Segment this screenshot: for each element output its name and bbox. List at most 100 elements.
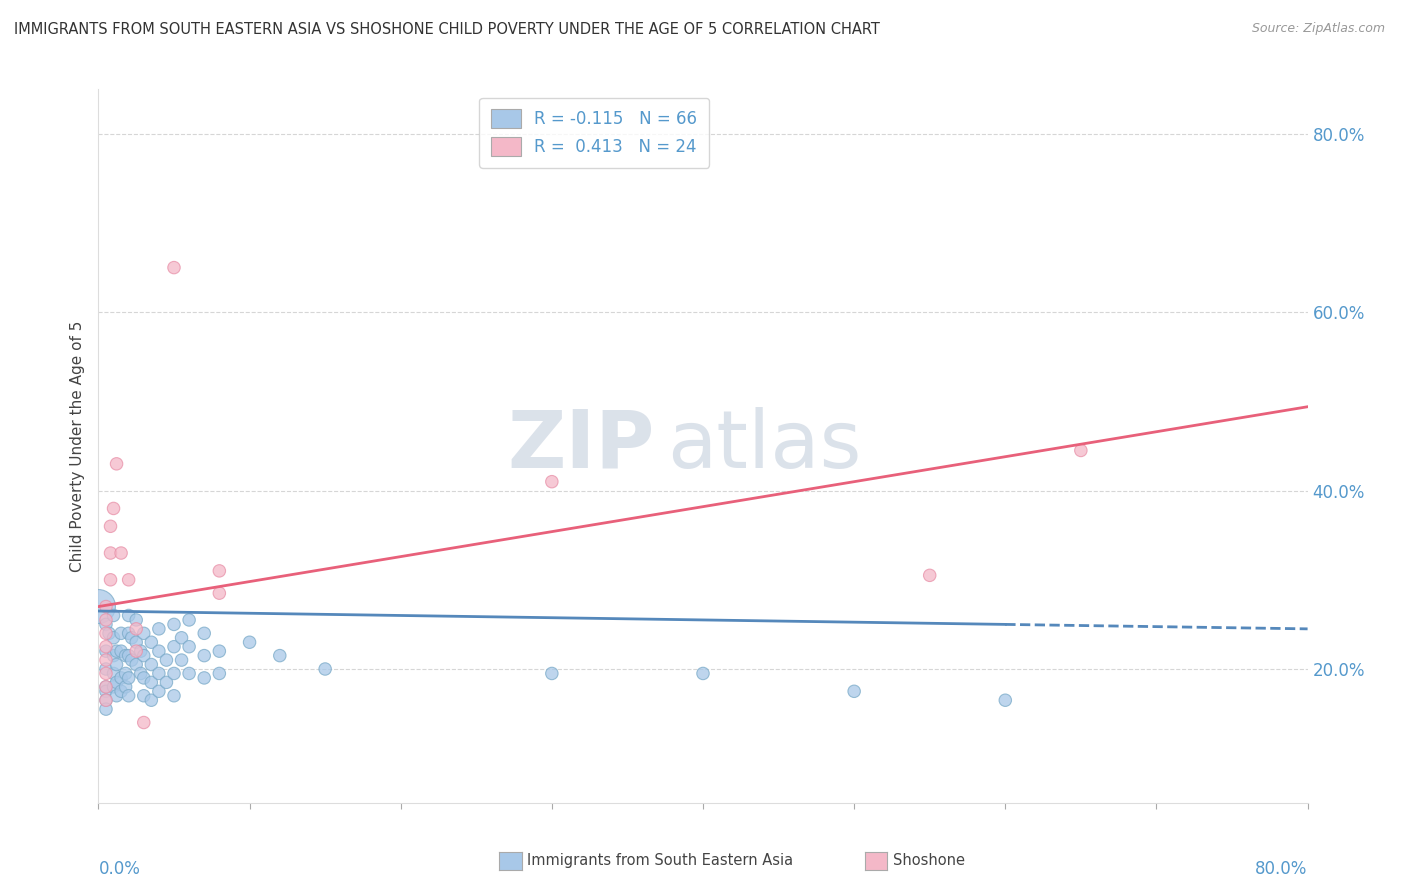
Point <box>177 640 201 654</box>
Point <box>193 671 215 685</box>
Point <box>918 568 941 582</box>
Point <box>163 689 186 703</box>
Point <box>132 626 155 640</box>
Point <box>118 626 141 640</box>
Point <box>170 653 193 667</box>
Point <box>125 657 148 672</box>
Text: Shoshone: Shoshone <box>893 854 965 868</box>
Point <box>155 653 177 667</box>
Point <box>94 653 117 667</box>
Point <box>163 666 186 681</box>
Point <box>114 666 136 681</box>
Point <box>110 671 132 685</box>
Point <box>239 635 262 649</box>
Point <box>114 648 136 663</box>
Point <box>114 680 136 694</box>
Point <box>844 684 866 698</box>
Point <box>105 675 128 690</box>
Y-axis label: Child Poverty Under the Age of 5: Child Poverty Under the Age of 5 <box>69 320 84 572</box>
Point <box>148 666 170 681</box>
Point <box>118 671 141 685</box>
Point <box>163 260 186 275</box>
Point <box>94 644 117 658</box>
Point <box>121 653 143 667</box>
Point <box>129 644 152 658</box>
Point <box>94 640 117 654</box>
Point <box>177 666 201 681</box>
Point <box>155 675 177 690</box>
Point <box>141 635 163 649</box>
Point <box>98 626 121 640</box>
Text: Immigrants from South Eastern Asia: Immigrants from South Eastern Asia <box>527 854 793 868</box>
Point <box>177 613 201 627</box>
Point <box>94 693 117 707</box>
Point <box>692 666 714 681</box>
Point <box>193 626 215 640</box>
Point <box>125 613 148 627</box>
Point <box>105 689 128 703</box>
Point <box>103 648 125 663</box>
Point <box>132 715 155 730</box>
Point <box>121 631 143 645</box>
Point <box>148 644 170 658</box>
Point <box>94 693 117 707</box>
Point <box>208 644 231 658</box>
Point <box>94 626 117 640</box>
Point <box>118 608 141 623</box>
Point <box>118 689 141 703</box>
Point <box>208 564 231 578</box>
Point <box>148 622 170 636</box>
Point <box>208 666 231 681</box>
Point <box>132 689 155 703</box>
Point <box>110 684 132 698</box>
Point <box>132 671 155 685</box>
Point <box>100 573 122 587</box>
Point <box>141 657 163 672</box>
Point <box>170 631 193 645</box>
Text: 80.0%: 80.0% <box>1256 860 1308 878</box>
Point <box>163 617 186 632</box>
Point <box>100 519 122 533</box>
Point <box>103 666 125 681</box>
Point <box>129 666 152 681</box>
Point <box>94 617 117 632</box>
Point <box>103 608 125 623</box>
Point <box>163 640 186 654</box>
Point <box>118 573 141 587</box>
Point <box>125 622 148 636</box>
Point <box>87 599 110 614</box>
Point <box>100 546 122 560</box>
Point <box>103 501 125 516</box>
Point <box>103 631 125 645</box>
Point <box>148 684 170 698</box>
Point <box>110 626 132 640</box>
Point <box>94 680 117 694</box>
Point <box>1070 443 1092 458</box>
Point <box>540 475 562 489</box>
Text: ZIP: ZIP <box>508 407 655 485</box>
Point <box>94 662 117 676</box>
Point <box>94 666 117 681</box>
Point <box>105 657 128 672</box>
Point <box>94 702 117 716</box>
Point <box>118 648 141 663</box>
Legend: R = -0.115   N = 66, R =  0.413   N = 24: R = -0.115 N = 66, R = 0.413 N = 24 <box>479 97 709 168</box>
Text: atlas: atlas <box>666 407 860 485</box>
Point <box>103 680 125 694</box>
Point <box>94 613 117 627</box>
Point <box>314 662 336 676</box>
Point <box>110 546 132 560</box>
Point <box>125 635 148 649</box>
Point <box>105 457 128 471</box>
Point <box>540 666 562 681</box>
Point <box>193 648 215 663</box>
Text: IMMIGRANTS FROM SOUTH EASTERN ASIA VS SHOSHONE CHILD POVERTY UNDER THE AGE OF 5 : IMMIGRANTS FROM SOUTH EASTERN ASIA VS SH… <box>14 22 880 37</box>
Point <box>269 648 291 663</box>
Point <box>994 693 1017 707</box>
Point <box>110 644 132 658</box>
Point <box>141 693 163 707</box>
Point <box>141 675 163 690</box>
Point <box>94 684 117 698</box>
Point <box>94 680 117 694</box>
Text: Source: ZipAtlas.com: Source: ZipAtlas.com <box>1251 22 1385 36</box>
